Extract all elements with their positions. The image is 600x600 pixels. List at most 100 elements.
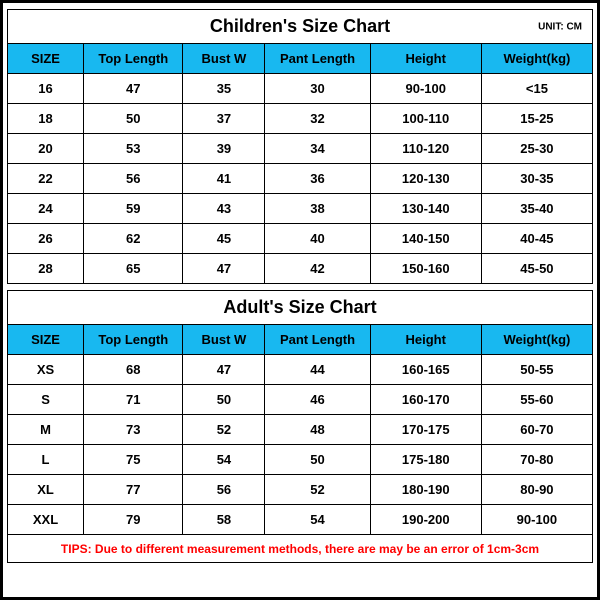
cell: 50 [183,385,265,415]
cell: 46 [265,385,370,415]
cell: 41 [183,164,265,194]
children-table: SIZE Top Length Bust W Pant Length Heigh… [7,43,593,284]
col-pant-length: Pant Length [265,325,370,355]
cell: 180-190 [370,475,481,505]
children-row: 20533934110-12025-30 [8,134,593,164]
col-size: SIZE [8,325,84,355]
adult-row: M735248170-17560-70 [8,415,593,445]
cell: 44 [265,355,370,385]
col-height: Height [370,325,481,355]
tips-text: TIPS: Due to different measurement metho… [8,535,593,563]
cell: 54 [183,445,265,475]
cell: 50 [265,445,370,475]
cell: <15 [481,74,592,104]
cell: 35-40 [481,194,592,224]
cell: L [8,445,84,475]
cell: 36 [265,164,370,194]
cell: 35 [183,74,265,104]
cell: 34 [265,134,370,164]
col-top-length: Top Length [84,325,183,355]
adult-table: SIZE Top Length Bust W Pant Length Heigh… [7,324,593,563]
cell: 75 [84,445,183,475]
children-row: 1647353090-100<15 [8,74,593,104]
cell: 37 [183,104,265,134]
adult-title: Adult's Size Chart [223,297,376,318]
cell: M [8,415,84,445]
cell: 73 [84,415,183,445]
col-bust-w: Bust W [183,44,265,74]
cell: 47 [183,355,265,385]
adult-header-row: SIZE Top Length Bust W Pant Length Heigh… [8,325,593,355]
cell: 71 [84,385,183,415]
cell: 42 [265,254,370,284]
children-row: 22564136120-13030-35 [8,164,593,194]
cell: 16 [8,74,84,104]
col-weight: Weight(kg) [481,325,592,355]
col-weight: Weight(kg) [481,44,592,74]
unit-label: UNIT: CM [538,21,582,32]
adult-title-row: Adult's Size Chart [7,290,593,324]
cell: 100-110 [370,104,481,134]
cell: 59 [84,194,183,224]
cell: 65 [84,254,183,284]
cell: 70-80 [481,445,592,475]
cell: 53 [84,134,183,164]
cell: 80-90 [481,475,592,505]
cell: XS [8,355,84,385]
cell: 90-100 [370,74,481,104]
cell: 58 [183,505,265,535]
cell: 77 [84,475,183,505]
cell: 90-100 [481,505,592,535]
cell: XL [8,475,84,505]
cell: 20 [8,134,84,164]
cell: 190-200 [370,505,481,535]
cell: S [8,385,84,415]
cell: 130-140 [370,194,481,224]
cell: 15-25 [481,104,592,134]
cell: 56 [84,164,183,194]
cell: 170-175 [370,415,481,445]
adult-row: S715046160-17055-60 [8,385,593,415]
cell: 50-55 [481,355,592,385]
cell: 30 [265,74,370,104]
cell: 56 [183,475,265,505]
cell: 62 [84,224,183,254]
adult-row: L755450175-18070-80 [8,445,593,475]
cell: 45-50 [481,254,592,284]
cell: 47 [84,74,183,104]
cell: 140-150 [370,224,481,254]
cell: 26 [8,224,84,254]
children-title-row: Children's Size Chart UNIT: CM [7,9,593,43]
cell: 39 [183,134,265,164]
cell: 43 [183,194,265,224]
col-height: Height [370,44,481,74]
cell: 24 [8,194,84,224]
tips-row: TIPS: Due to different measurement metho… [8,535,593,563]
adult-row: XS684744160-16550-55 [8,355,593,385]
cell: 79 [84,505,183,535]
cell: 40 [265,224,370,254]
cell: 150-160 [370,254,481,284]
adult-row: XXL795854190-20090-100 [8,505,593,535]
children-title: Children's Size Chart [210,16,390,37]
children-row: 18503732100-11015-25 [8,104,593,134]
cell: 22 [8,164,84,194]
cell: 40-45 [481,224,592,254]
cell: 28 [8,254,84,284]
col-bust-w: Bust W [183,325,265,355]
cell: 52 [183,415,265,445]
children-header-row: SIZE Top Length Bust W Pant Length Heigh… [8,44,593,74]
children-row: 24594338130-14035-40 [8,194,593,224]
children-row: 28654742150-16045-50 [8,254,593,284]
cell: 47 [183,254,265,284]
col-pant-length: Pant Length [265,44,370,74]
cell: 45 [183,224,265,254]
cell: 60-70 [481,415,592,445]
adult-row: XL775652180-19080-90 [8,475,593,505]
adult-chart: Adult's Size Chart SIZE Top Length Bust … [7,290,593,563]
cell: 120-130 [370,164,481,194]
cell: 32 [265,104,370,134]
cell: XXL [8,505,84,535]
cell: 25-30 [481,134,592,164]
col-size: SIZE [8,44,84,74]
